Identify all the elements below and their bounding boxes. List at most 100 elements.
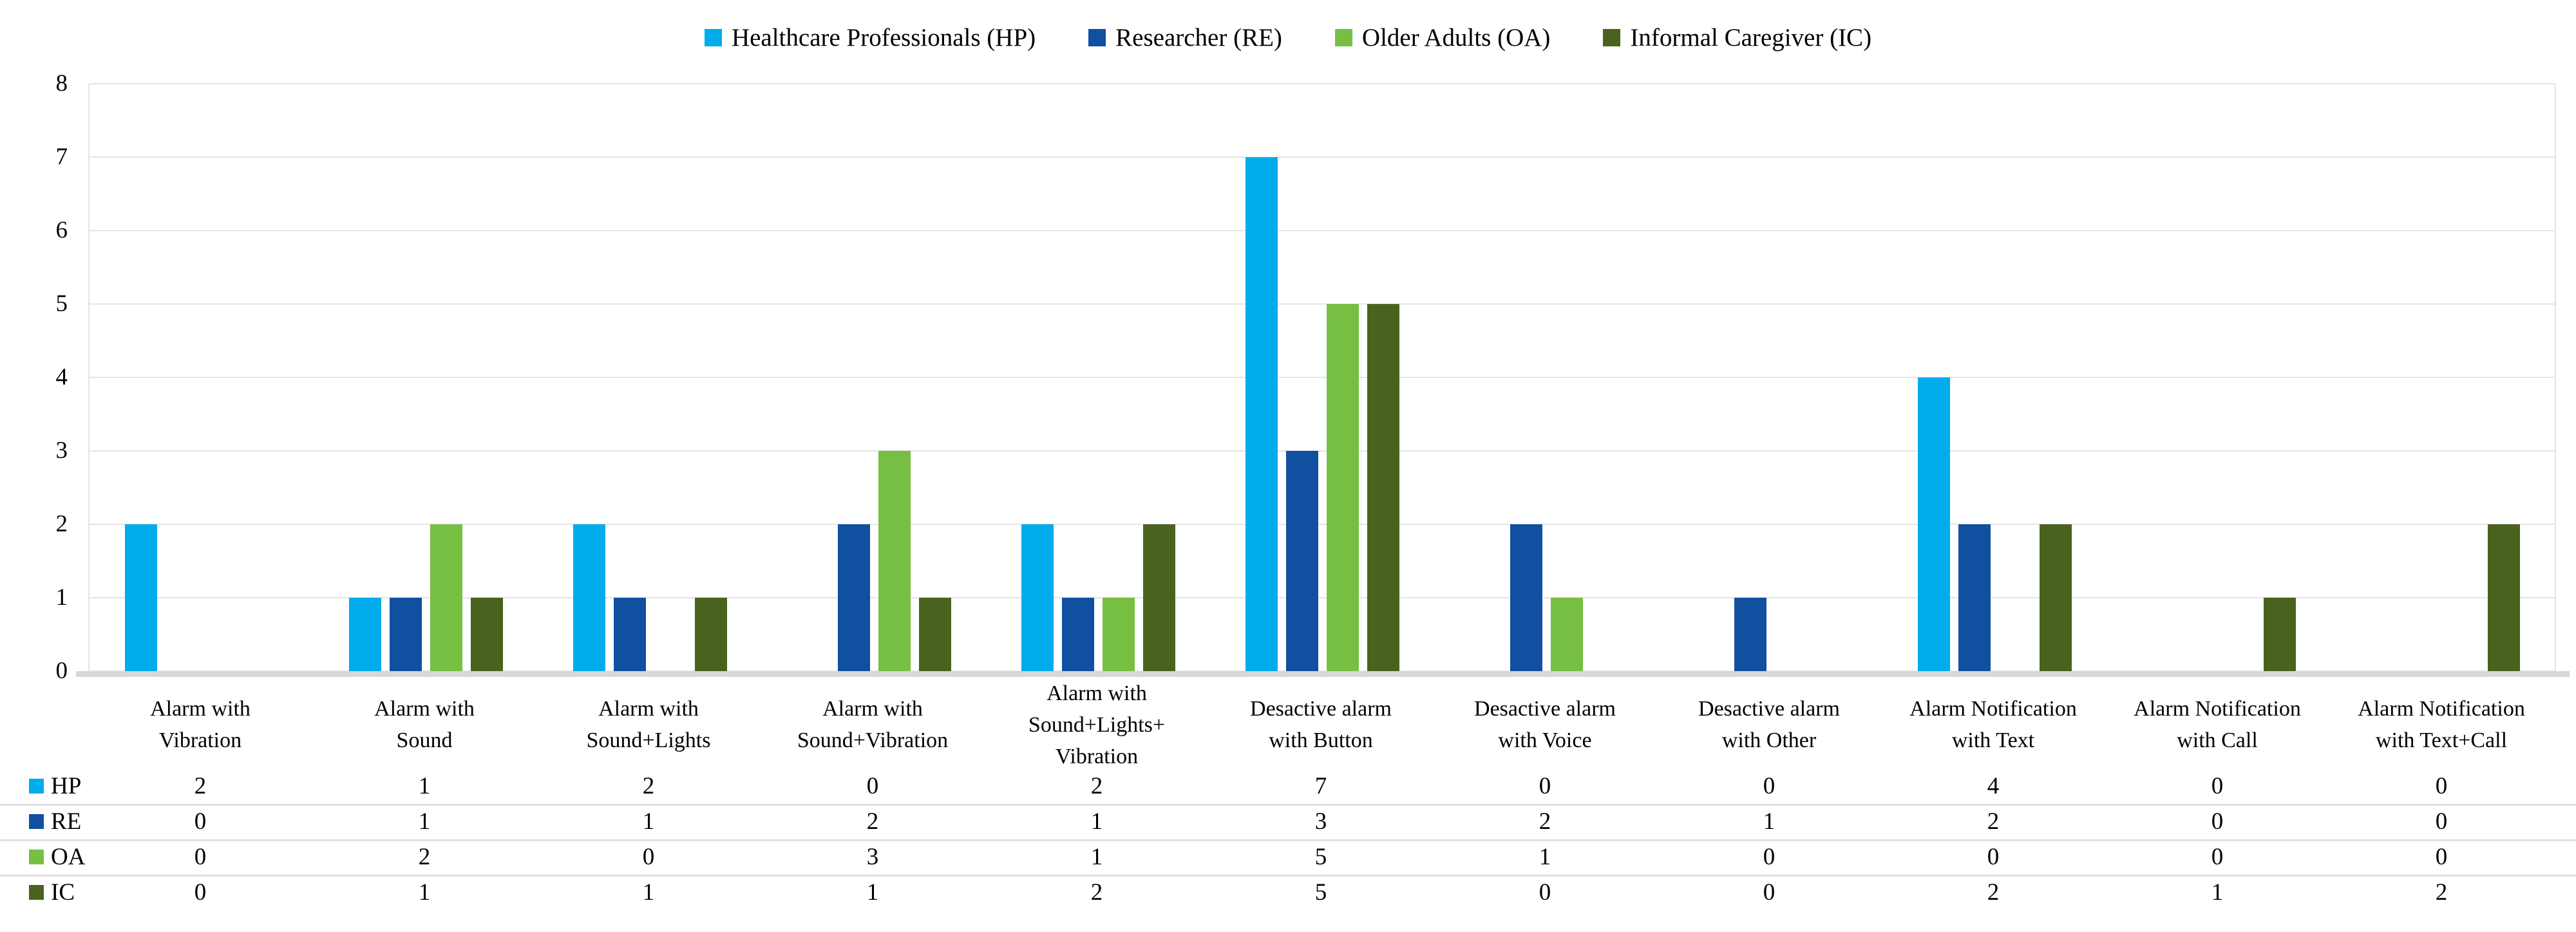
gridline-y6 — [90, 230, 2555, 231]
table-cell: 0 — [2211, 844, 2224, 870]
legend-swatch-icon — [1088, 29, 1106, 46]
table-row-swatch-icon — [29, 885, 44, 900]
table-cell: 2 — [866, 808, 879, 835]
table-row-swatch-icon — [29, 814, 44, 829]
bar-ic-cat10 — [2263, 598, 2296, 671]
legend-swatch-icon — [1334, 29, 1352, 46]
table-cell: 0 — [194, 808, 207, 835]
category-label: Alarm with Sound — [374, 697, 475, 752]
category-label: Alarm Notification with Call — [2134, 697, 2301, 752]
legend-swatch-icon — [704, 29, 722, 46]
table-row-re: RE 0 1 1 2 1 3 2 1 2 0 0 — [0, 804, 2576, 841]
category-label: Desactive alarm with Button — [1250, 697, 1392, 752]
bar-ic-cat11 — [2487, 524, 2520, 671]
y-tick-label: 7 — [55, 144, 68, 170]
gridline-y7 — [90, 157, 2555, 158]
table-row-header: IC — [29, 875, 75, 910]
bar-oa-cat4 — [878, 451, 911, 671]
legend-item-oa: Older Adults (OA) — [1334, 23, 1550, 52]
table-cell: 2 — [642, 773, 655, 799]
gridline-y5 — [90, 303, 2555, 305]
table-cell: 1 — [418, 879, 431, 906]
bar-ic-cat5 — [1142, 524, 1175, 671]
bar-hp-cat2 — [348, 598, 381, 671]
table-cell: 2 — [194, 773, 207, 799]
gridline-y8 — [90, 83, 2555, 84]
bar-re-cat7 — [1510, 524, 1542, 671]
bar-oa-cat5 — [1102, 598, 1135, 671]
chart-legend: Healthcare Professionals (HP) Researcher … — [0, 23, 2576, 52]
gridline-y3 — [90, 450, 2555, 452]
table-cell: 5 — [1314, 879, 1327, 906]
table-row-swatch-icon — [29, 850, 44, 864]
table-cell: 0 — [194, 844, 207, 870]
table-cell: 2 — [418, 844, 431, 870]
gridline-y1 — [90, 597, 2555, 598]
bar-re-cat3 — [613, 598, 646, 671]
table-cell: 0 — [642, 844, 655, 870]
table-cell: 0 — [1987, 844, 2000, 870]
legend-item-hp: Healthcare Professionals (HP) — [704, 23, 1036, 52]
category-label: Alarm Notification with Text — [1909, 697, 2077, 752]
bar-oa-cat6 — [1326, 304, 1359, 671]
table-cell: 2 — [1090, 879, 1103, 906]
table-cell: 3 — [866, 844, 879, 870]
table-cell: 1 — [1539, 844, 1551, 870]
table-row-ic: IC 0 1 1 1 2 5 0 0 2 1 2 — [0, 875, 2576, 910]
table-row-header: OA — [29, 839, 85, 875]
y-tick-label: 5 — [55, 290, 68, 317]
table-cell: 5 — [1314, 844, 1327, 870]
bar-re-cat9 — [1958, 524, 1991, 671]
legend-item-re: Researcher (RE) — [1088, 23, 1282, 52]
y-tick-label: 8 — [55, 70, 68, 97]
table-cell: 1 — [642, 879, 655, 906]
table-cell: 1 — [1763, 808, 1776, 835]
table-cell: 1 — [1090, 808, 1103, 835]
y-tick-label: 6 — [55, 217, 68, 243]
table-cell: 0 — [1539, 773, 1551, 799]
plot-area — [88, 83, 2556, 672]
table-cell: 2 — [2435, 879, 2448, 906]
category-label: Alarm with Vibration — [150, 697, 251, 752]
table-row-oa: OA 0 2 0 3 1 5 1 0 0 0 0 — [0, 839, 2576, 877]
bar-ic-cat3 — [694, 598, 727, 671]
category-label: Alarm with Sound+Lights+ Vibration — [1028, 681, 1166, 768]
table-cell: 3 — [1314, 808, 1327, 835]
bar-ic-cat4 — [918, 598, 951, 671]
y-tick-label: 0 — [55, 658, 68, 684]
bar-re-cat2 — [389, 598, 422, 671]
table-cell: 0 — [2435, 808, 2448, 835]
gridline-y4 — [90, 377, 2555, 378]
table-cell: 0 — [1763, 773, 1776, 799]
table-cell: 1 — [418, 773, 431, 799]
category-label: Alarm with Sound+Vibration — [797, 697, 949, 752]
table-cell: 0 — [2435, 773, 2448, 799]
legend-label: Informal Caregiver (IC) — [1630, 24, 1872, 52]
table-cell: 2 — [1987, 879, 2000, 906]
legend-label: Researcher (RE) — [1115, 24, 1282, 52]
table-row-label: IC — [51, 879, 75, 906]
bar-re-cat5 — [1061, 598, 1094, 671]
bar-ic-cat2 — [470, 598, 503, 671]
table-cell: 2 — [1090, 773, 1103, 799]
bar-hp-cat1 — [124, 524, 157, 671]
table-cell: 1 — [866, 879, 879, 906]
legend-label: Healthcare Professionals (HP) — [731, 24, 1036, 52]
table-row-label: OA — [51, 844, 86, 870]
table-cell: 2 — [1539, 808, 1551, 835]
table-row-header: HP — [29, 768, 81, 804]
table-row-label: RE — [51, 808, 82, 835]
bar-ic-cat6 — [1367, 304, 1399, 671]
table-row-hp: HP 2 1 2 0 2 7 0 0 4 0 0 — [0, 768, 2576, 806]
bar-re-cat6 — [1285, 451, 1318, 671]
category-label: Desactive alarm with Voice — [1474, 697, 1616, 752]
bar-hp-cat6 — [1245, 157, 1278, 671]
table-cell: 4 — [1987, 773, 2000, 799]
table-cell: 1 — [642, 808, 655, 835]
y-tick-label: 1 — [55, 584, 68, 611]
category-label: Desactive alarm with Other — [1698, 697, 1840, 752]
table-row-label: HP — [51, 773, 82, 799]
y-tick-label: 3 — [55, 437, 68, 464]
bar-hp-cat3 — [573, 524, 605, 671]
y-tick-label: 2 — [55, 511, 68, 537]
